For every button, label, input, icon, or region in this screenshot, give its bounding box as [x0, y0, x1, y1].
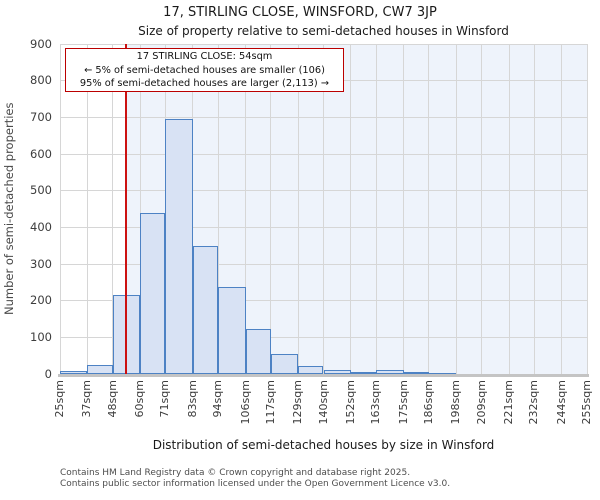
gridline-vertical — [350, 44, 352, 374]
x-axis-label: Distribution of semi-detached houses by … — [152, 438, 495, 452]
y-tick-label: 500 — [30, 183, 52, 198]
x-tick-label: 244sqm — [554, 380, 568, 425]
y-axis-label: Number of semi-detached properties — [2, 102, 16, 316]
x-tick-label: 83sqm — [185, 380, 199, 418]
x-tick-label: 140sqm — [316, 380, 330, 425]
x-tick-label: 25sqm — [53, 380, 66, 418]
gridline-vertical — [508, 44, 510, 374]
histogram-bar — [60, 371, 88, 374]
histogram-bar — [218, 287, 246, 374]
property-size-marker-line — [125, 44, 128, 374]
histogram-bar — [298, 365, 324, 374]
annotation-larger-line: 95% of semi-detached houses are larger (… — [79, 78, 330, 89]
x-tick-label: 198sqm — [449, 380, 463, 425]
gridline-vertical — [561, 44, 563, 374]
histogram-bar — [323, 369, 351, 374]
gridline-vertical — [481, 44, 483, 374]
gridline-vertical — [139, 44, 141, 374]
y-tick-label: 0 — [44, 366, 52, 381]
gridline-vertical — [403, 44, 405, 374]
gridline-vertical — [245, 44, 247, 374]
x-tick-label: 94sqm — [211, 380, 225, 418]
annotation-smaller-line: ← 5% of semi-detached houses are smaller… — [84, 64, 325, 76]
histogram-bar — [140, 212, 166, 374]
chart-title: 17, STIRLING CLOSE, WINSFORD, CW7 3JP — [163, 5, 437, 20]
x-tick-label: 221sqm — [502, 380, 516, 425]
x-tick-label: 175sqm — [396, 380, 410, 425]
gridline-vertical — [323, 44, 324, 374]
x-tick-label: 152sqm — [343, 380, 357, 425]
annotation-box: 17 STIRLING CLOSE: 54sqm ← 5% of semi-de… — [65, 48, 344, 92]
y-tick-label: 300 — [30, 256, 52, 271]
footer-attribution-line1: Contains HM Land Registry data © Crown c… — [60, 468, 411, 478]
x-tick-label: 37sqm — [80, 380, 94, 418]
histogram-bar — [165, 119, 193, 374]
gridline-vertical — [217, 44, 219, 374]
y-tick-label: 800 — [30, 73, 52, 88]
histogram-bar — [350, 371, 377, 374]
annotation-property-line: 17 STIRLING CLOSE: 54sqm — [136, 51, 273, 62]
histogram-bar — [192, 245, 219, 374]
y-tick-label: 200 — [30, 293, 52, 308]
x-axis-line — [58, 374, 589, 377]
histogram-bar — [376, 370, 404, 374]
gridline-vertical — [59, 44, 61, 374]
gridline-vertical — [455, 44, 457, 374]
y-tick-label: 100 — [30, 329, 52, 344]
x-tick-label: 60sqm — [133, 380, 147, 418]
gridline-vertical — [270, 44, 272, 374]
y-tick-label: 700 — [30, 109, 52, 124]
x-tick-label: 232sqm — [527, 380, 541, 425]
x-tick-label: 71sqm — [158, 380, 172, 418]
y-tick-label: 900 — [30, 36, 52, 51]
x-tick-label: 48sqm — [105, 380, 119, 418]
gridline-vertical — [586, 44, 588, 374]
x-tick-label: 255sqm — [580, 380, 593, 425]
gridline-vertical — [86, 44, 88, 374]
gridline-vertical — [112, 44, 114, 374]
y-tick-label: 600 — [30, 146, 52, 161]
gridline-vertical — [533, 44, 535, 374]
x-tick-label: 117sqm — [263, 380, 277, 425]
x-tick-label: 209sqm — [474, 380, 488, 425]
gridline-vertical — [375, 44, 377, 374]
histogram-bar — [245, 329, 271, 374]
x-tick-label: 163sqm — [369, 380, 383, 425]
histogram-bar — [403, 371, 429, 374]
x-tick-label: 106sqm — [238, 380, 252, 425]
x-tick-label: 129sqm — [291, 380, 305, 425]
y-tick-label: 400 — [30, 219, 52, 234]
histogram-bar — [87, 364, 113, 374]
gridline-vertical — [192, 44, 194, 374]
gridline-vertical — [428, 44, 430, 374]
x-tick-label: 186sqm — [421, 380, 435, 425]
gridline-vertical — [297, 44, 299, 374]
chart-subtitle: Size of property relative to semi-detach… — [138, 24, 509, 38]
footer-attribution-line2: Contains public sector information licen… — [60, 479, 451, 489]
histogram-bar — [270, 353, 299, 374]
